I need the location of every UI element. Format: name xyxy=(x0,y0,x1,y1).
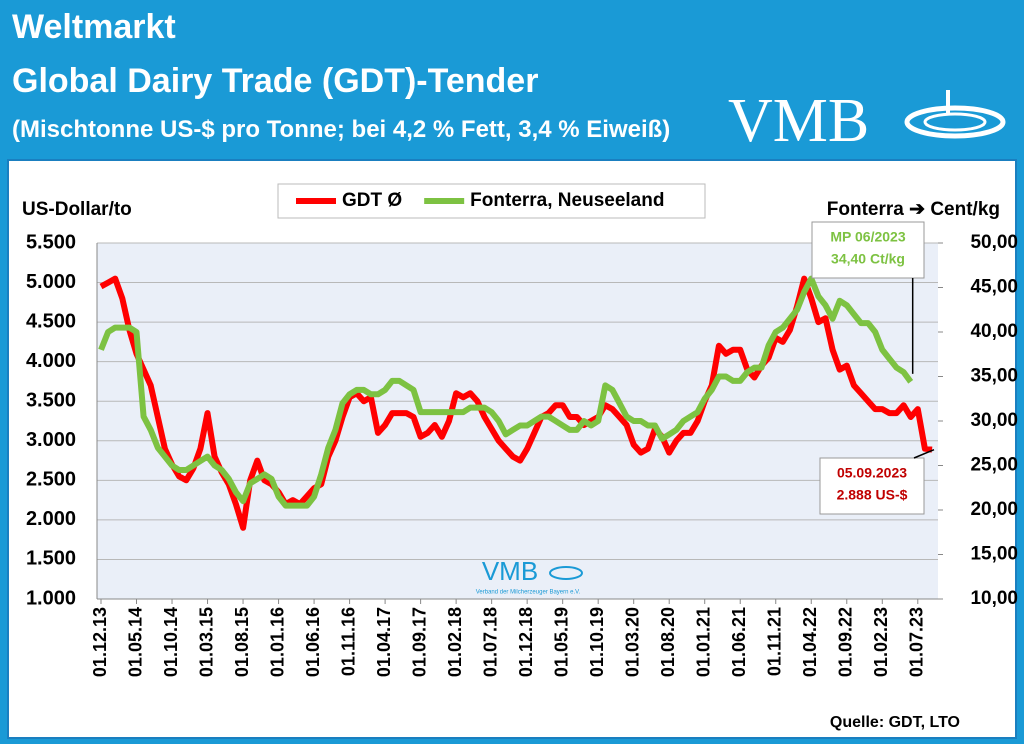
watermark: VMB xyxy=(482,556,538,586)
y2-tick-label: 20,00 xyxy=(970,499,1018,520)
x-tick-label: 01.11.21 xyxy=(764,607,784,676)
x-tick-label: 01.05.14 xyxy=(125,607,145,677)
x-tick-label: 01.03.15 xyxy=(196,607,216,677)
x-tick-label: 01.11.16 xyxy=(338,607,358,676)
annotation-text: 34,40 Ct/kg xyxy=(831,251,905,267)
x-tick-label: 01.03.20 xyxy=(622,607,642,677)
series-line xyxy=(98,275,914,509)
x-tick-label: 01.08.20 xyxy=(658,607,678,677)
y-tick-label: 5.000 xyxy=(26,271,76,293)
logo-mark xyxy=(904,90,1006,139)
x-tick-label: 01.01.16 xyxy=(267,607,287,677)
annotation-text: MP 06/2023 xyxy=(830,229,905,245)
y-tick-label: 4.500 xyxy=(26,310,76,332)
x-tick-label: 01.07.18 xyxy=(480,607,500,677)
y2-tick-label: 30,00 xyxy=(970,410,1018,431)
x-tick-label: 01.06.16 xyxy=(303,607,323,677)
header-title: Weltmarkt xyxy=(12,8,176,46)
annotation-arrow xyxy=(913,448,935,459)
x-tick-label: 01.04.17 xyxy=(374,607,394,677)
y2-tick-label: 25,00 xyxy=(970,455,1018,476)
x-tick-label: 01.01.21 xyxy=(693,607,713,677)
x-tick-label: 01.06.21 xyxy=(729,607,749,677)
y-tick-label: 3.500 xyxy=(26,390,76,412)
y2-tick-label: 35,00 xyxy=(970,366,1018,387)
x-tick-label: 01.04.22 xyxy=(800,607,820,677)
y-tick-label: 2.000 xyxy=(26,508,76,530)
logo: VMB xyxy=(728,87,870,155)
legend-label: GDT Ø xyxy=(342,190,402,211)
annotation-box xyxy=(819,457,925,515)
watermark-sub: Verband der Milcherzeuger Bayern e.V. xyxy=(476,590,581,596)
source: Quelle: GDT, LTO xyxy=(830,714,960,731)
y-tick-label: 1.500 xyxy=(26,548,76,570)
y2-tick-label: 40,00 xyxy=(970,321,1018,342)
header-note: (Mischtonne US-$ pro Tonne; bei 4,2 % Fe… xyxy=(12,116,671,143)
y2-tick-label: 45,00 xyxy=(970,277,1018,298)
y-tick-label: 2.500 xyxy=(26,469,76,491)
legend-label: Fonterra, Neuseeland xyxy=(470,190,664,211)
y-tick-label: 5.500 xyxy=(26,231,76,253)
x-tick-label: 01.12.18 xyxy=(516,607,536,677)
x-tick-label: 01.10.14 xyxy=(161,607,181,677)
y2-tick-label: 15,00 xyxy=(970,544,1018,565)
x-tick-label: 01.09.17 xyxy=(409,607,429,677)
y-tick-label: 1.000 xyxy=(26,587,76,609)
x-tick-label: 01.09.22 xyxy=(836,607,856,677)
legend-box xyxy=(277,183,706,219)
x-tick-label: 01.07.23 xyxy=(907,607,927,677)
x-tick-label: 01.12.13 xyxy=(90,607,110,677)
y-axis-label: US-Dollar/to xyxy=(22,199,132,220)
watermark-mark xyxy=(549,566,583,580)
x-tick-label: 01.05.19 xyxy=(551,607,571,677)
annotation-text: 2.888 US-$ xyxy=(837,487,908,503)
annotation-box xyxy=(811,221,925,279)
header: Weltmarkt Global Dairy Trade (GDT)-Tende… xyxy=(0,0,1024,155)
x-tick-label: 01.02.23 xyxy=(871,607,891,677)
x-tick-label: 01.02.18 xyxy=(445,607,465,677)
y2-tick-label: 10,00 xyxy=(970,588,1018,609)
y2-tick-label: 50,00 xyxy=(970,232,1018,253)
header-subtitle: Global Dairy Trade (GDT)-Tender xyxy=(12,62,539,100)
y-tick-label: 3.000 xyxy=(26,429,76,451)
x-tick-label: 01.10.19 xyxy=(587,607,607,677)
annotation-text: 05.09.2023 xyxy=(837,465,907,481)
x-tick-label: 01.08.15 xyxy=(232,607,252,677)
y2-axis-label: Fonterra ➔ Cent/kg xyxy=(827,199,1000,220)
y-tick-label: 4.000 xyxy=(26,350,76,372)
